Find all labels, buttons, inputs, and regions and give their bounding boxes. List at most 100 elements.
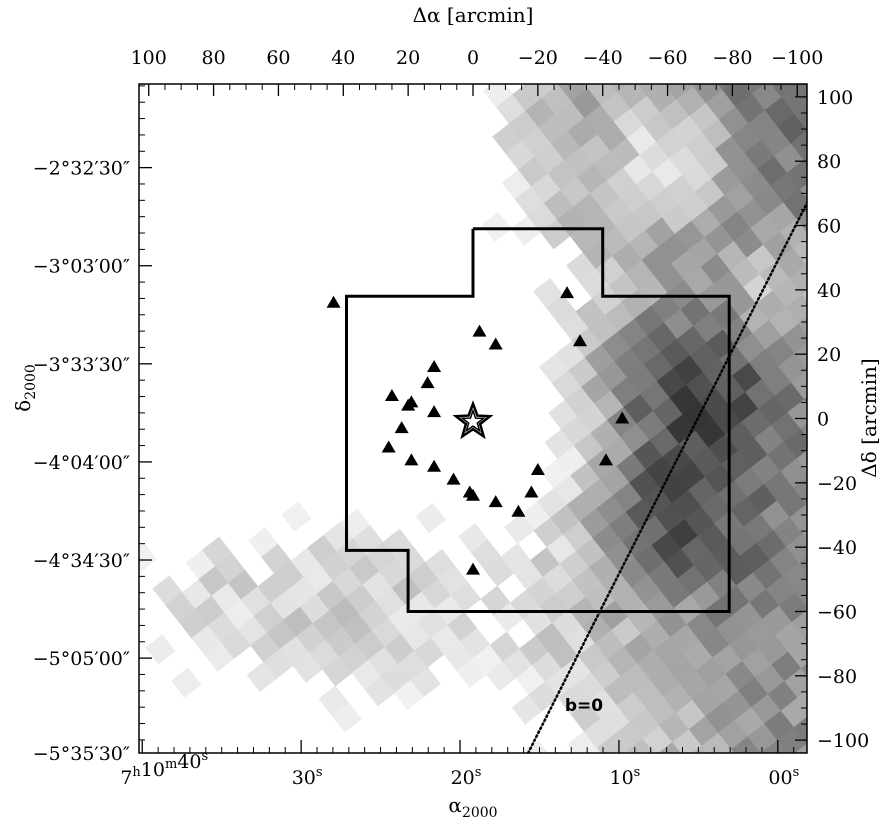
- right-tick-label: 60: [817, 216, 841, 238]
- map-pixel: [699, 762, 729, 792]
- map-pixel: [820, 508, 850, 537]
- map-pixel: [785, 533, 807, 564]
- source-triangle: [615, 411, 630, 424]
- source-triangle: [420, 376, 435, 389]
- right-tick-label: 100: [817, 87, 853, 109]
- source-triangle: [394, 421, 409, 434]
- bottom-tick-label: 20s: [451, 765, 482, 789]
- top-tick-label: −20: [518, 47, 558, 69]
- map-pixel: [778, 352, 807, 384]
- source-triangle: [384, 388, 399, 401]
- map-pixel: [830, 180, 860, 210]
- map-pixel: [796, 450, 807, 472]
- map-pixel: [812, 567, 842, 597]
- map-pixel: [780, 457, 807, 489]
- top-tick-label: 0: [467, 47, 479, 69]
- map-pixel: [804, 760, 833, 790]
- map-pixel: [798, 556, 807, 574]
- map-pixel: [805, 263, 807, 267]
- map-pixel: [653, 772, 682, 802]
- map-pixel: [789, 503, 807, 535]
- map-pixel: [281, 501, 312, 532]
- map-pixel: [728, 766, 757, 796]
- left-tick-label: −3°03′00″: [33, 256, 130, 278]
- bottom-tick-label: 10s: [609, 765, 640, 789]
- map-pixel: [823, 239, 853, 269]
- map-pixel: [777, 113, 807, 144]
- right-tick-label: 20: [817, 344, 841, 366]
- map-pixel: [481, 211, 512, 243]
- map-pixel: [640, 755, 670, 784]
- right-tick-label: −60: [817, 601, 857, 623]
- left-tick-label: −4°04′00″: [33, 452, 130, 474]
- survey-field-outline: [345, 227, 731, 613]
- map-pixel: [794, 743, 807, 753]
- map-pixel: [800, 423, 807, 438]
- map-pixel: [331, 701, 362, 733]
- map-pixel: [145, 634, 176, 665]
- source-triangle: [427, 459, 442, 472]
- map-pixel: [814, 433, 844, 462]
- source-triangle: [488, 495, 503, 508]
- source-triangle: [530, 462, 545, 475]
- overlay: [326, 201, 807, 753]
- right-tick-label: −20: [817, 473, 857, 495]
- star-marker: [452, 400, 494, 440]
- right-tick-label: 80: [817, 151, 841, 173]
- map-pixel: [139, 542, 157, 573]
- axes: 100 80 60 40 20 0 −20 −40 −60 −80 −100 100 80 60 40 20 0…: [11, 47, 869, 821]
- top-tick-label: 100: [131, 47, 167, 69]
- source-triangle: [427, 360, 442, 373]
- source-triangle: [404, 453, 419, 466]
- map-pixel: [779, 218, 807, 249]
- top-axis-title: Δα [arcmin]: [413, 3, 534, 27]
- map-pixel: [692, 745, 709, 753]
- left-tick-label: −4°34′30″: [33, 550, 130, 572]
- map-pixel: [828, 315, 858, 345]
- top-tick-label: −80: [712, 47, 752, 69]
- source-triangle: [466, 562, 480, 575]
- map-pixel: [815, 298, 845, 328]
- top-tick-label: 80: [201, 47, 225, 69]
- map-pixel: [781, 323, 807, 354]
- map-pixel: [788, 638, 807, 669]
- map-pixel: [731, 736, 762, 753]
- map-pixel: [791, 610, 807, 640]
- source-triangle: [427, 405, 442, 418]
- map-pixel: [824, 105, 854, 135]
- map-pixel: [564, 761, 594, 791]
- bottom-axis-title: α2000: [448, 793, 497, 821]
- bgal-label: b=0: [565, 696, 603, 716]
- source-triangle: [511, 504, 526, 517]
- left-tick-label: −2°32′30″: [33, 158, 130, 180]
- top-tick-label: −100: [771, 47, 823, 69]
- map-pixel: [626, 738, 655, 753]
- galactic-plane-line: [526, 201, 807, 753]
- source-triangle: [524, 485, 539, 498]
- right-tick-label: 0: [817, 409, 829, 431]
- source-triangle: [560, 286, 575, 299]
- map-pixel: [791, 370, 807, 400]
- map-pixel: [808, 118, 838, 148]
- right-tick-label: −80: [817, 666, 857, 688]
- map-pixel: [789, 264, 807, 295]
- map-pixel: [760, 739, 788, 753]
- bottom-tick-label: 7h10m40s: [120, 749, 208, 789]
- map-pixel: [811, 701, 841, 730]
- map-pixel: [171, 667, 202, 698]
- source-triangle: [446, 472, 461, 485]
- source-triangle: [472, 324, 487, 337]
- map-pixel: [781, 84, 807, 115]
- map-pixel: [786, 159, 807, 190]
- map-pixel: [796, 210, 807, 233]
- map-pixel: [621, 50, 651, 80]
- map-pixel: [778, 592, 807, 623]
- source-triangle: [466, 488, 480, 501]
- extinction-map: [139, 50, 860, 802]
- top-tick-label: −60: [648, 47, 688, 69]
- source-triangle: [401, 398, 416, 411]
- map-pixel: [611, 84, 629, 93]
- map-pixel: [821, 374, 851, 404]
- map-pixel: [726, 749, 735, 753]
